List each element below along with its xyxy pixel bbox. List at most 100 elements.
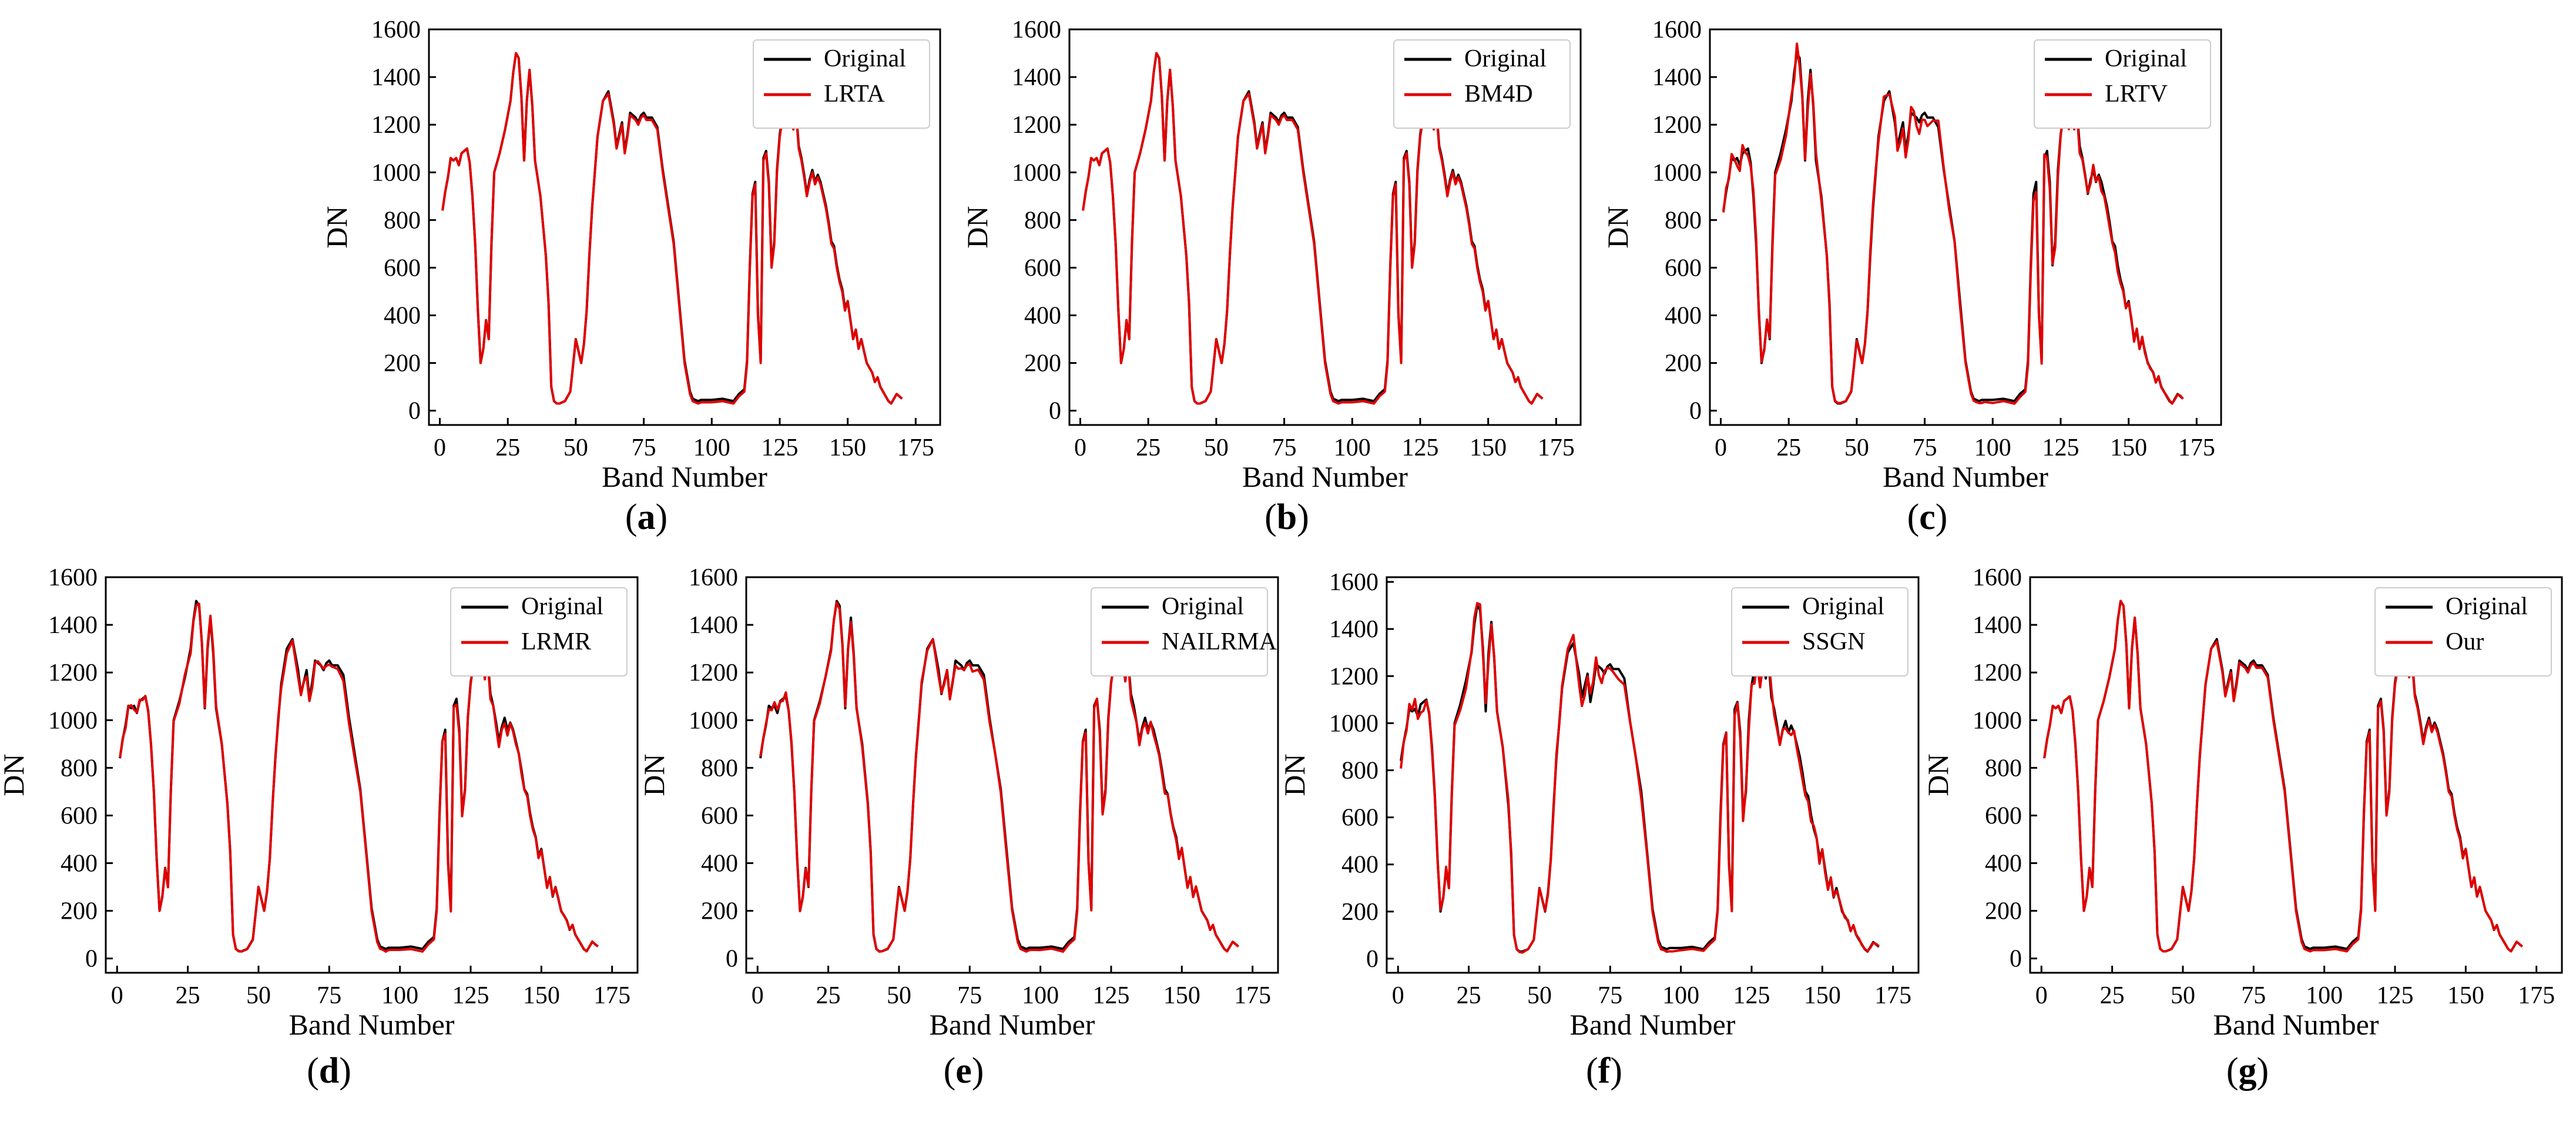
y-axis-title: DN [1601,206,1634,248]
panel-label: (b) [1264,497,1309,537]
y-tick-label: 800 [1341,757,1378,784]
x-tick-label: 150 [523,982,560,1009]
y-axis-title: DN [638,754,670,796]
x-tick-label: 150 [2447,982,2484,1009]
y-axis-title: DN [0,754,30,796]
x-tick-label: 100 [1022,982,1059,1009]
y-tick-label: 600 [1985,802,2022,829]
legend-box [2374,587,2552,677]
series-line-our [2043,600,2523,953]
y-tick-label: 1600 [1012,16,1061,43]
plot-frame [428,28,941,426]
y-tick-label: 600 [1024,255,1061,282]
y-tick-label: 1000 [1652,159,1702,186]
y-tick-label: 1400 [48,612,98,639]
legend: Original SSGN [1731,587,1908,677]
y-tick-label: 1200 [48,659,98,687]
x-tick-label: 100 [693,434,730,461]
legend: Original LRTV [2034,39,2211,129]
x-tick-label: 150 [1470,434,1507,461]
y-tick-label: 0 [408,398,421,425]
series-line-lrtv [1722,42,2184,405]
y-tick-label: 600 [384,255,421,282]
legend: Original Our [2374,587,2552,677]
x-axis-title: Band Number [2213,1008,2379,1041]
x-tick-label: 125 [452,982,489,1009]
y-tick-label: 1000 [1329,710,1378,737]
legend-label-method: LRMR [521,628,591,655]
x-tick-label: 175 [1234,982,1271,1009]
x-tick-label: 0 [1392,982,1404,1009]
x-tick-label: 25 [1136,434,1160,461]
y-tick-label: 1600 [1652,16,1702,43]
x-tick-label: 25 [1776,434,1801,461]
legend-label-method: NAILRMA [1162,628,1277,655]
y-tick-label: 1200 [1652,112,1702,139]
legend-label-method: SSGN [1802,628,1865,655]
legend-label-original: Original [521,593,603,620]
x-tick-label: 25 [816,982,841,1009]
legend-label-method: LRTV [2105,81,2168,108]
plot-frame [1709,28,2222,426]
y-tick-label: 1200 [1973,659,2022,687]
chart-panel-g: 0 200 400 600 800 1000 1200 1400 1600 0 25 50 75 100 1… [1921,564,2563,1091]
legend-box [1091,587,1268,677]
panel-label: (e) [944,1051,984,1091]
y-tick-label: 0 [1366,946,1378,973]
x-tick-label: 0 [1715,434,1727,461]
y-tick-label: 600 [61,802,98,829]
plot-frame [2029,576,2563,974]
chart-panel-c: 0 200 400 600 800 1000 1200 1400 1600 0 25 50 75 100 1… [1601,16,2222,537]
plot-frame [105,576,639,974]
x-tick-label: 0 [752,982,764,1009]
y-tick-label: 200 [1665,350,1702,377]
y-tick-label: 1600 [1973,564,2022,591]
y-tick-label: 400 [701,851,738,878]
x-tick-label: 50 [1204,434,1229,461]
y-tick-label: 1600 [371,16,421,43]
y-tick-label: 600 [1665,255,1702,282]
y-tick-label: 0 [1689,398,1702,425]
x-tick-label: 150 [1804,982,1841,1009]
series-line-nailrma [759,601,1239,953]
x-tick-label: 175 [2518,982,2555,1009]
legend-box [753,39,930,129]
y-tick-label: 0 [726,946,738,973]
y-tick-label: 1000 [1973,707,2022,734]
y-tick-label: 800 [1024,207,1061,234]
y-tick-label: 1000 [371,159,421,186]
x-tick-label: 75 [957,982,982,1009]
x-tick-label: 125 [2376,982,2413,1009]
legend: Original NAILRMA [1091,587,1277,677]
y-tick-label: 0 [85,946,98,973]
y-tick-label: 800 [384,207,421,234]
y-tick-label: 400 [1024,303,1061,330]
y-tick-label: 200 [1985,898,2022,925]
legend-label-method: BM4D [1464,81,1533,108]
series-line-ssgn [1400,602,1880,954]
y-tick-label: 1400 [689,612,738,639]
x-tick-label: 100 [381,982,418,1009]
y-tick-label: 800 [1985,755,2022,782]
y-tick-label: 1000 [689,707,738,734]
x-tick-label: 0 [434,434,446,461]
x-tick-label: 50 [887,982,911,1009]
y-tick-label: 1200 [371,112,421,139]
y-tick-label: 1600 [689,564,738,591]
legend-label-method: Our [2446,628,2484,655]
x-tick-label: 25 [2100,982,2125,1009]
x-tick-label: 75 [2241,982,2266,1009]
chart-panel-b: 0 200 400 600 800 1000 1200 1400 1600 0 25 50 75 100 1… [961,16,1582,537]
panel-label: (f) [1586,1051,1622,1091]
y-tick-label: 1400 [1329,616,1378,643]
legend: Original BM4D [1393,39,1571,129]
x-tick-label: 125 [1733,982,1770,1009]
x-tick-label: 175 [1874,982,1911,1009]
legend-label-original: Original [1162,593,1244,620]
x-tick-label: 100 [1974,434,2011,461]
panel-label: (c) [1907,497,1948,537]
y-tick-label: 1200 [1329,663,1378,690]
x-tick-label: 100 [1334,434,1371,461]
x-tick-label: 25 [1457,982,1481,1009]
legend-label-original: Original [824,45,906,72]
